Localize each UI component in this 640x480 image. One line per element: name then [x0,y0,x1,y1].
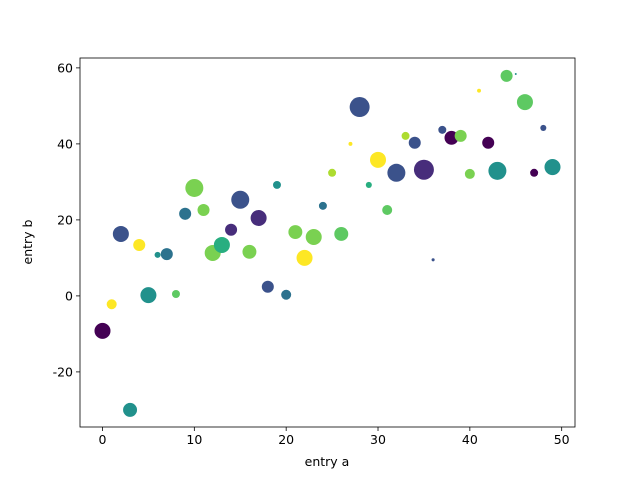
point [500,69,513,82]
point [123,402,138,417]
point [296,249,313,266]
plot-frame [79,57,576,428]
point [171,290,180,298]
point [250,209,267,226]
point [106,299,117,310]
y-axis-label: entry b [20,219,35,264]
point [544,159,561,176]
point [140,287,157,304]
point [540,124,547,131]
point [438,125,447,134]
point [464,168,475,179]
point [365,181,372,188]
point [349,97,370,118]
x-tick-label: 0 [99,432,107,447]
point [133,238,146,251]
point [154,251,161,258]
point [370,151,387,168]
point [514,72,517,75]
point [160,248,173,261]
point [179,207,192,220]
x-tick-label: 10 [186,432,202,447]
point [454,129,467,142]
x-tick-label: 40 [462,432,478,447]
point [488,161,507,180]
y-tick-label: 20 [57,212,73,227]
point [213,236,230,253]
point [197,203,210,217]
point [281,289,292,300]
point [401,131,410,140]
point [318,201,327,210]
point [477,88,481,93]
point [305,228,322,245]
y-tick-label: 60 [57,60,73,75]
point [482,136,495,149]
point [334,226,349,241]
point [413,159,434,180]
y-tick-label: 0 [65,288,73,303]
point [431,258,435,262]
point [328,168,337,177]
point [530,168,539,177]
point [408,136,421,149]
point [382,205,393,216]
x-axis-label: entry a [305,454,350,469]
point [348,141,353,146]
point [273,180,281,189]
point [261,280,274,293]
point [387,163,406,182]
x-tick-label: 20 [278,432,294,447]
point [225,223,238,236]
point [231,190,250,209]
point [94,322,111,339]
point [288,225,303,240]
x-tick-label: 50 [554,432,570,447]
point [185,178,204,197]
point [112,225,129,242]
y-tick-label: -20 [53,364,73,379]
y-tick-label: 40 [57,136,73,151]
x-tick-label: 30 [370,432,386,447]
point [516,94,533,111]
point [242,244,257,259]
